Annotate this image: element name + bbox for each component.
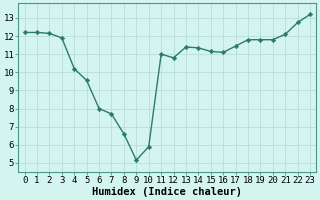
X-axis label: Humidex (Indice chaleur): Humidex (Indice chaleur) [92, 186, 242, 197]
